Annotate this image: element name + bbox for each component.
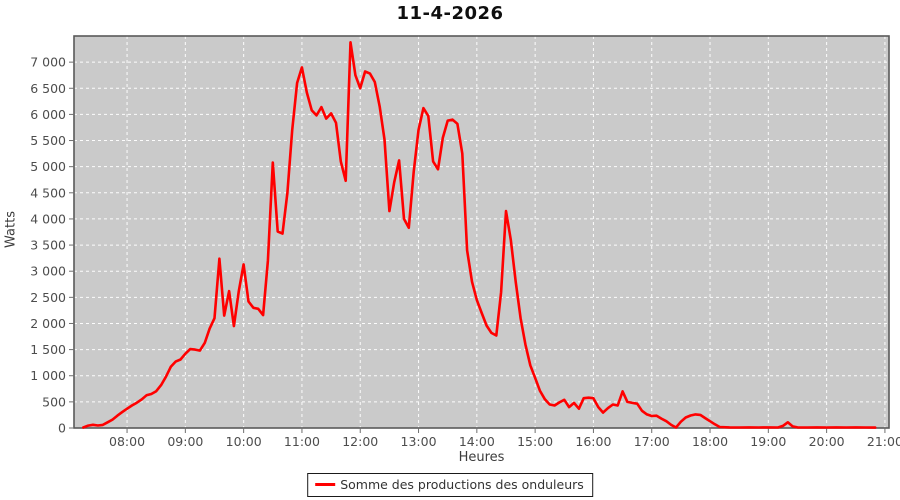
- y-tick-label: 6 000: [30, 107, 66, 122]
- y-tick-label: 1 000: [30, 368, 66, 383]
- x-tick-label: 08:00: [109, 434, 145, 449]
- x-tick-label: 14:00: [459, 434, 495, 449]
- x-tick-label: 11:00: [284, 434, 320, 449]
- y-tick-label: 6 500: [30, 81, 66, 96]
- x-tick-label: 10:00: [226, 434, 262, 449]
- gridlines: [74, 36, 889, 428]
- x-tick-label: 09:00: [167, 434, 203, 449]
- x-tick-label: 15:00: [517, 434, 553, 449]
- y-tick-label: 1 500: [30, 342, 66, 357]
- x-tick-label: 13:00: [401, 434, 437, 449]
- series-line: [82, 40, 877, 429]
- y-tick-label: 0: [58, 421, 66, 436]
- y-tick-label: 5 000: [30, 159, 66, 174]
- y-tick-label: 5 500: [30, 133, 66, 148]
- x-tick-label: 12:00: [342, 434, 378, 449]
- y-tick-label: 4 500: [30, 185, 66, 200]
- y-tick-label: 500: [42, 394, 66, 409]
- tick-marks: [69, 61, 886, 433]
- y-tick-label: 2 000: [30, 316, 66, 331]
- x-tick-label: 18:00: [692, 434, 728, 449]
- x-tick-label: 19:00: [750, 434, 786, 449]
- legend-line-swatch: [315, 483, 336, 486]
- y-tick-label: 3 500: [30, 238, 66, 253]
- x-tick-label: 21:00: [867, 434, 900, 449]
- legend-label: Somme des productions des onduleurs: [340, 477, 584, 492]
- x-tick-label: 20:00: [809, 434, 845, 449]
- y-axis-title: Watts: [3, 211, 19, 248]
- y-tick-label: 3 000: [30, 264, 66, 279]
- plot-area: [74, 36, 889, 428]
- legend: Somme des productions des onduleurs: [307, 473, 593, 497]
- y-tick-label: 4 000: [30, 211, 66, 226]
- x-axis-title: Heures: [458, 450, 505, 465]
- y-tick-label: 7 000: [30, 55, 66, 70]
- plot-border: [73, 35, 890, 429]
- chart-title: 11-4-2026: [396, 3, 504, 24]
- x-tick-label: 17:00: [634, 434, 670, 449]
- tick-labels: 0 500 1 000 1 500 2 000 2 500 3 000 3 500 4 000 4…: [30, 55, 900, 449]
- y-tick-label: 2 500: [30, 290, 66, 305]
- x-tick-label: 16:00: [575, 434, 611, 449]
